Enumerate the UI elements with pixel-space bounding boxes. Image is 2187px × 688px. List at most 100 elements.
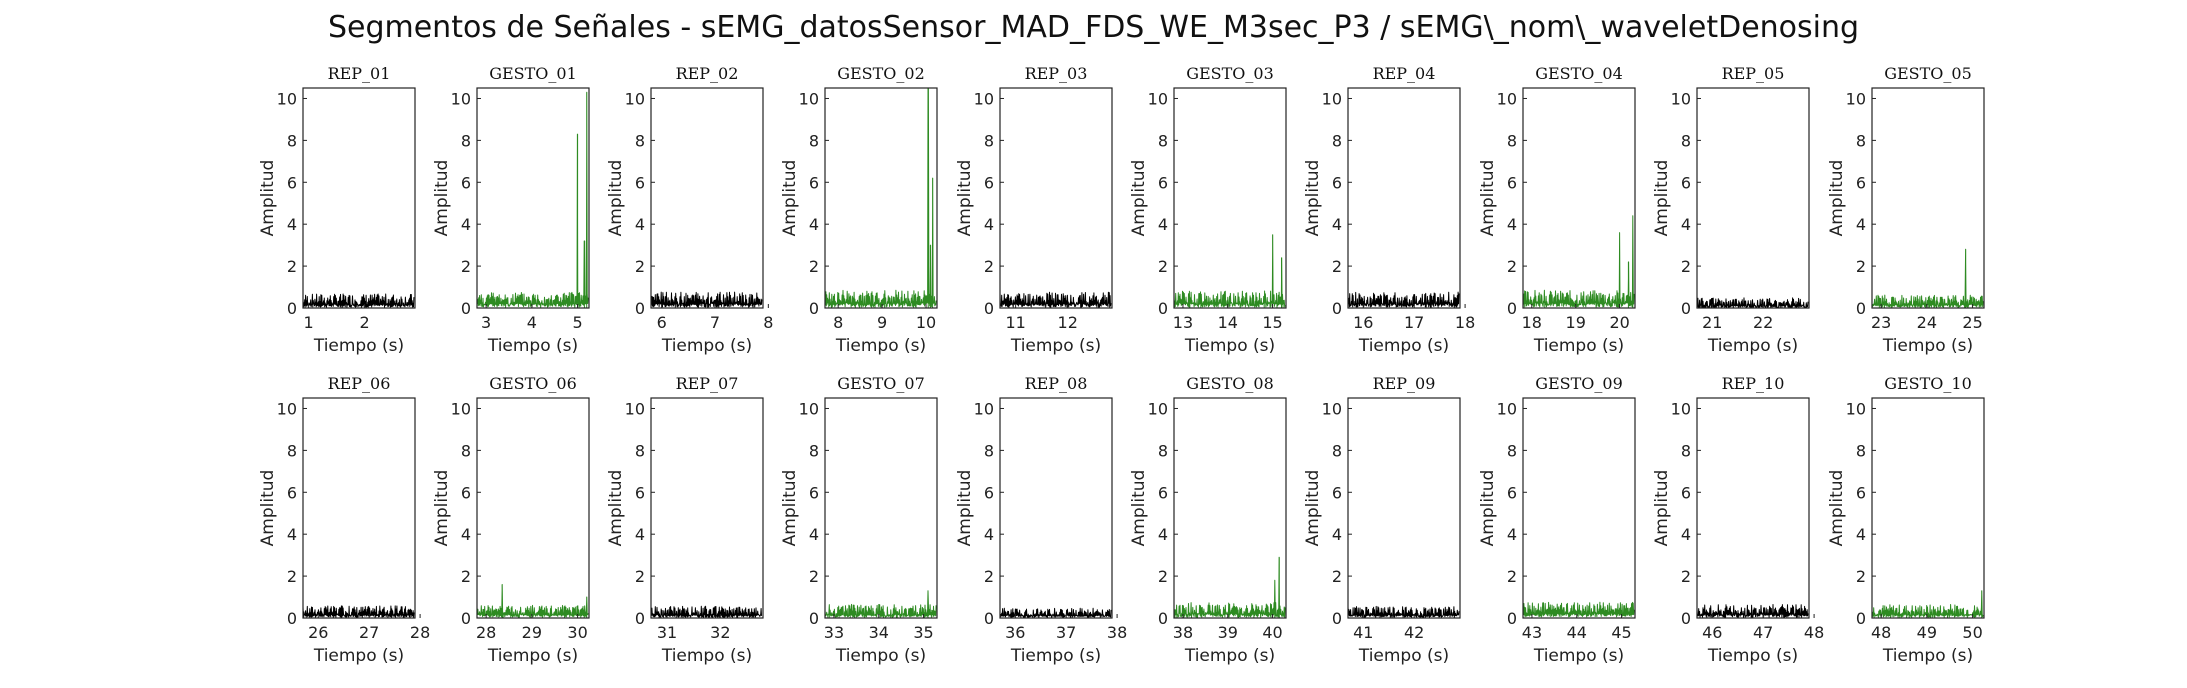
y-axis-label: Amplitud — [955, 470, 975, 547]
y-axis-label: Amplitud — [1129, 470, 1149, 547]
y-tick-label: 8 — [635, 441, 645, 460]
subplot-title: GESTO_09 — [1535, 374, 1623, 393]
signal-trace — [824, 590, 937, 618]
x-axis-label: Tiempo (s) — [1184, 336, 1275, 356]
subplot-gesto_07: 0 2 4 6 8 10 33 34 35 GESTO_07 Tiempo (s) Amplitud — [780, 374, 938, 666]
y-tick-label: 10 — [1148, 89, 1168, 108]
x-axis-label: Tiempo (s) — [313, 336, 404, 356]
subplot-rep_09: 0 2 4 6 8 10 41 42 REP_09 Tiempo (s) Amplitud — [1303, 374, 1461, 666]
x-axis-label: Tiempo (s) — [1707, 646, 1798, 666]
x-axis-label: Tiempo (s) — [1010, 646, 1101, 666]
y-tick-label: 6 — [809, 483, 819, 502]
y-tick-label: 4 — [1332, 215, 1342, 234]
signal-trace — [999, 607, 1112, 619]
axes-box — [302, 87, 416, 309]
y-axis-label: Amplitud — [1827, 470, 1847, 547]
y-tick-label: 8 — [287, 441, 297, 460]
axes-box — [1871, 397, 1985, 619]
x-tick-label: 48 — [1804, 623, 1824, 642]
x-axis-label: Tiempo (s) — [1707, 336, 1798, 356]
x-tick-label: 1 — [304, 313, 314, 332]
x-axis-label: Tiempo (s) — [835, 336, 926, 356]
x-tick-label: 38 — [1107, 623, 1127, 642]
subplot-gesto_10: 0 2 4 6 8 10 48 49 50 GESTO_10 Tiempo (s) Amplitud — [1827, 374, 1985, 666]
x-tick-label: 37 — [1056, 623, 1076, 642]
y-tick-label: 4 — [1332, 525, 1342, 544]
y-tick-label: 8 — [1681, 441, 1691, 460]
subplot-title: REP_06 — [328, 374, 391, 393]
y-tick-label: 8 — [1856, 131, 1866, 150]
y-tick-label: 0 — [984, 609, 994, 628]
y-tick-label: 6 — [287, 483, 297, 502]
y-axis-label: Amplitud — [1478, 160, 1498, 237]
x-tick-label: 17 — [1404, 313, 1424, 332]
x-tick-label: 15 — [1262, 313, 1282, 332]
y-tick-label: 8 — [287, 131, 297, 150]
subplot-title: GESTO_02 — [837, 64, 925, 83]
y-tick-label: 10 — [1322, 89, 1342, 108]
subplot-title: REP_09 — [1373, 374, 1436, 393]
x-axis-label: Tiempo (s) — [1358, 646, 1449, 666]
x-tick-label: 33 — [824, 623, 844, 642]
y-tick-label: 0 — [809, 299, 819, 318]
subplot-title: REP_05 — [1722, 64, 1785, 83]
x-axis-label: Tiempo (s) — [1882, 646, 1973, 666]
subplot-title: GESTO_03 — [1186, 64, 1274, 83]
y-tick-label: 10 — [1671, 89, 1691, 108]
signal-trace — [1522, 215, 1635, 308]
x-axis-label: Tiempo (s) — [313, 646, 404, 666]
y-tick-label: 2 — [1158, 567, 1168, 586]
y-tick-label: 8 — [1856, 441, 1866, 460]
y-tick-label: 6 — [809, 173, 819, 192]
x-tick-label: 34 — [869, 623, 889, 642]
y-tick-label: 8 — [1158, 131, 1168, 150]
y-tick-label: 0 — [1681, 299, 1691, 318]
x-tick-label: 6 — [657, 313, 667, 332]
y-tick-label: 2 — [461, 257, 471, 276]
y-axis-label: Amplitud — [1478, 470, 1498, 547]
y-tick-label: 8 — [1507, 441, 1517, 460]
x-tick-label: 29 — [522, 623, 542, 642]
x-tick-label: 28 — [476, 623, 496, 642]
y-tick-label: 0 — [1681, 609, 1691, 628]
axes-box — [824, 397, 938, 619]
y-tick-label: 2 — [1158, 257, 1168, 276]
signal-trace — [1522, 601, 1635, 618]
x-tick-label: 8 — [833, 313, 843, 332]
y-tick-label: 4 — [287, 525, 297, 544]
y-tick-label: 2 — [809, 257, 819, 276]
signal-trace — [1696, 604, 1809, 618]
signal-trace — [1347, 605, 1460, 618]
y-tick-label: 4 — [809, 215, 819, 234]
y-tick-label: 8 — [461, 441, 471, 460]
subplot-rep_04: 0 2 4 6 8 10 16 17 18 REP_04 Tiempo (s) Amplitud — [1303, 64, 1475, 356]
y-tick-label: 8 — [809, 131, 819, 150]
y-tick-label: 10 — [974, 399, 994, 418]
y-tick-label: 0 — [1856, 299, 1866, 318]
y-tick-label: 10 — [625, 89, 645, 108]
subplot-title: GESTO_05 — [1884, 64, 1972, 83]
y-tick-label: 10 — [1497, 89, 1517, 108]
y-tick-label: 2 — [287, 257, 297, 276]
y-tick-label: 2 — [984, 567, 994, 586]
x-tick-label: 3 — [481, 313, 491, 332]
x-tick-label: 36 — [1005, 623, 1025, 642]
y-axis-label: Amplitud — [606, 470, 626, 547]
y-tick-label: 10 — [799, 399, 819, 418]
y-tick-label: 10 — [451, 399, 471, 418]
signal-trace — [476, 91, 589, 308]
x-tick-label: 26 — [308, 623, 328, 642]
y-tick-label: 10 — [451, 89, 471, 108]
x-tick-label: 9 — [877, 313, 887, 332]
y-tick-label: 6 — [1332, 483, 1342, 502]
axes-box — [1696, 87, 1810, 309]
y-tick-label: 2 — [635, 257, 645, 276]
y-axis-label: Amplitud — [955, 160, 975, 237]
x-tick-label: 13 — [1173, 313, 1193, 332]
x-tick-label: 18 — [1522, 313, 1542, 332]
y-tick-label: 6 — [635, 173, 645, 192]
subplot-title: REP_04 — [1373, 64, 1436, 83]
x-axis-label: Tiempo (s) — [1533, 336, 1624, 356]
y-axis-label: Amplitud — [1129, 160, 1149, 237]
